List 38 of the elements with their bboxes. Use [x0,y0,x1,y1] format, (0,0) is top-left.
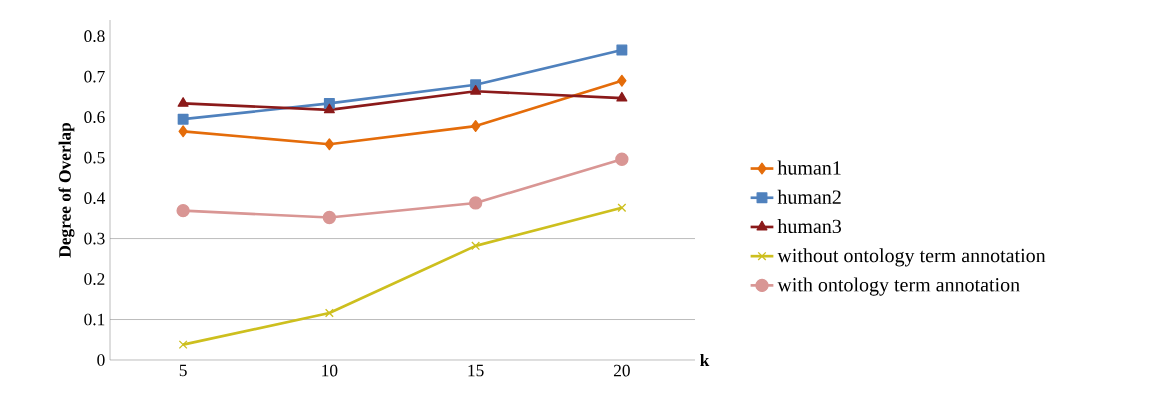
point [324,308,334,318]
point [178,125,188,138]
point [324,138,335,151]
point [322,210,337,225]
point [617,203,627,213]
point [470,84,482,95]
y-axis-title: Degree of Overlap [58,123,75,258]
legend-label: human3 [777,219,842,234]
x-tick-label: 15 [468,364,484,377]
x-tick-label: 5 [179,364,187,377]
y-tick-label: 0.6 [84,111,105,124]
y-tick-label: 0.5 [84,151,105,164]
point [177,113,189,125]
y-tick-label: 0.3 [84,232,105,245]
point [615,152,629,166]
x-axis-title: k [700,353,710,367]
y-tick-label: 0.7 [84,70,105,83]
point [178,340,188,350]
y-tick-label: 0 [97,354,105,366]
y-tick-label: 0.2 [84,273,105,285]
point [470,120,481,133]
y-tick-label: 0.8 [84,30,105,43]
y-tick-label: 0.1 [84,313,105,326]
legend-label: with ontology term annotation [777,277,1020,296]
legend-label: human1 [777,160,841,175]
x-tick-label: 10 [322,364,338,377]
legend-label: without ontology term annotation [777,248,1046,267]
point [471,241,481,251]
legend-label: human2 [777,189,841,204]
x-tick-label: 20 [613,364,630,377]
point [468,196,483,210]
point [176,203,190,218]
point [617,74,627,87]
point [177,97,189,107]
y-tick-label: 0.4 [84,192,106,204]
point [616,44,628,56]
point [323,103,335,114]
point [616,91,628,102]
